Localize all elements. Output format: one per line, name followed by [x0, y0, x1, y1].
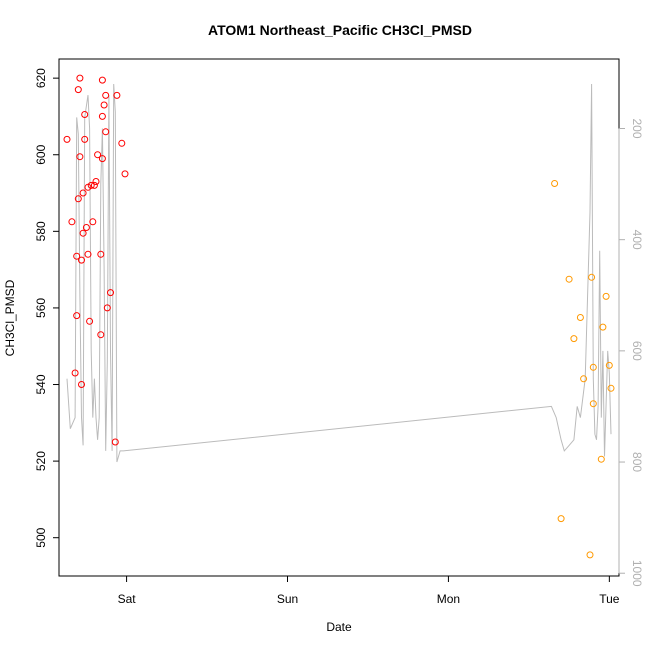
- data-point: [68, 218, 76, 226]
- data-point: [102, 91, 110, 99]
- data-point: [607, 384, 615, 392]
- data-point: [98, 112, 106, 120]
- data-point: [599, 323, 607, 331]
- data-point: [63, 135, 71, 143]
- data-point: [103, 304, 111, 312]
- data-point: [78, 256, 85, 264]
- data-point: [589, 400, 597, 408]
- right-axis-series-line: [66, 83, 612, 463]
- data-point: [102, 128, 110, 136]
- data-point: [589, 363, 597, 371]
- y-axis-label: CH3Cl_PMSD: [3, 279, 17, 356]
- data-point: [586, 551, 594, 559]
- data-point: [89, 218, 97, 226]
- chart-title: ATOM1 Northeast_Pacific CH3Cl_PMSD: [208, 22, 472, 38]
- data-point: [597, 455, 605, 463]
- y-axis-right: 200 400 600 800 1000: [618, 118, 644, 587]
- data-point: [79, 229, 87, 237]
- x-tick-label: Tue: [599, 592, 620, 606]
- data-point: [71, 369, 79, 377]
- y2-tick-label: 200: [630, 118, 644, 138]
- data-point: [90, 181, 98, 189]
- y2-tick-label: 400: [630, 230, 644, 250]
- y2-tick-label: 600: [630, 341, 644, 361]
- data-point: [74, 195, 82, 203]
- plot-frame: [58, 58, 620, 577]
- data-point: [97, 331, 105, 339]
- data-point: [605, 361, 613, 369]
- x-tick-label: Sat: [118, 592, 137, 606]
- y-tick-label: 580: [34, 221, 48, 241]
- x-axis-label: Date: [326, 620, 352, 634]
- data-point: [74, 86, 82, 94]
- y-tick-label: 600: [34, 144, 48, 164]
- data-point: [84, 250, 92, 258]
- x-tick-label: Mon: [437, 592, 460, 606]
- y-tick-label: 520: [34, 451, 48, 471]
- y2-tick-label: 800: [630, 452, 644, 472]
- data-point: [97, 250, 105, 258]
- x-tick-label: Sun: [277, 592, 298, 606]
- data-point: [576, 314, 584, 321]
- data-point: [76, 74, 84, 82]
- data-points: [63, 74, 615, 559]
- data-point: [98, 155, 106, 163]
- data-point: [557, 515, 565, 523]
- data-point: [602, 292, 610, 300]
- y-tick-label: 540: [34, 374, 48, 394]
- y-axis-left: 500 520 540 560 580 600 620: [34, 68, 60, 548]
- data-point: [118, 139, 126, 147]
- series-line-path: [66, 83, 612, 463]
- data-point: [82, 224, 90, 231]
- data-point: [94, 151, 102, 159]
- data-point: [92, 178, 100, 185]
- y-tick-label: 620: [34, 68, 48, 88]
- data-point: [79, 189, 87, 197]
- data-point: [107, 289, 114, 297]
- y-tick-label: 560: [34, 298, 48, 318]
- data-point: [565, 275, 573, 283]
- data-point: [76, 153, 84, 161]
- y2-tick-label: 1000: [630, 560, 644, 587]
- data-point: [98, 76, 106, 84]
- data-point: [81, 135, 89, 143]
- data-point: [86, 317, 94, 325]
- y-tick-label: 500: [34, 527, 48, 547]
- data-point: [570, 335, 578, 343]
- data-point: [100, 101, 108, 109]
- data-point: [78, 381, 85, 388]
- data-point: [551, 180, 559, 187]
- data-point: [111, 438, 119, 446]
- data-point: [113, 91, 121, 99]
- data-point: [121, 170, 129, 178]
- data-point: [87, 181, 95, 189]
- data-point: [73, 252, 81, 260]
- data-point: [588, 273, 596, 281]
- data-point: [580, 375, 588, 383]
- data-point: [81, 111, 89, 118]
- data-point: [73, 312, 81, 320]
- x-axis: Sat Sun Mon Tue: [118, 575, 620, 606]
